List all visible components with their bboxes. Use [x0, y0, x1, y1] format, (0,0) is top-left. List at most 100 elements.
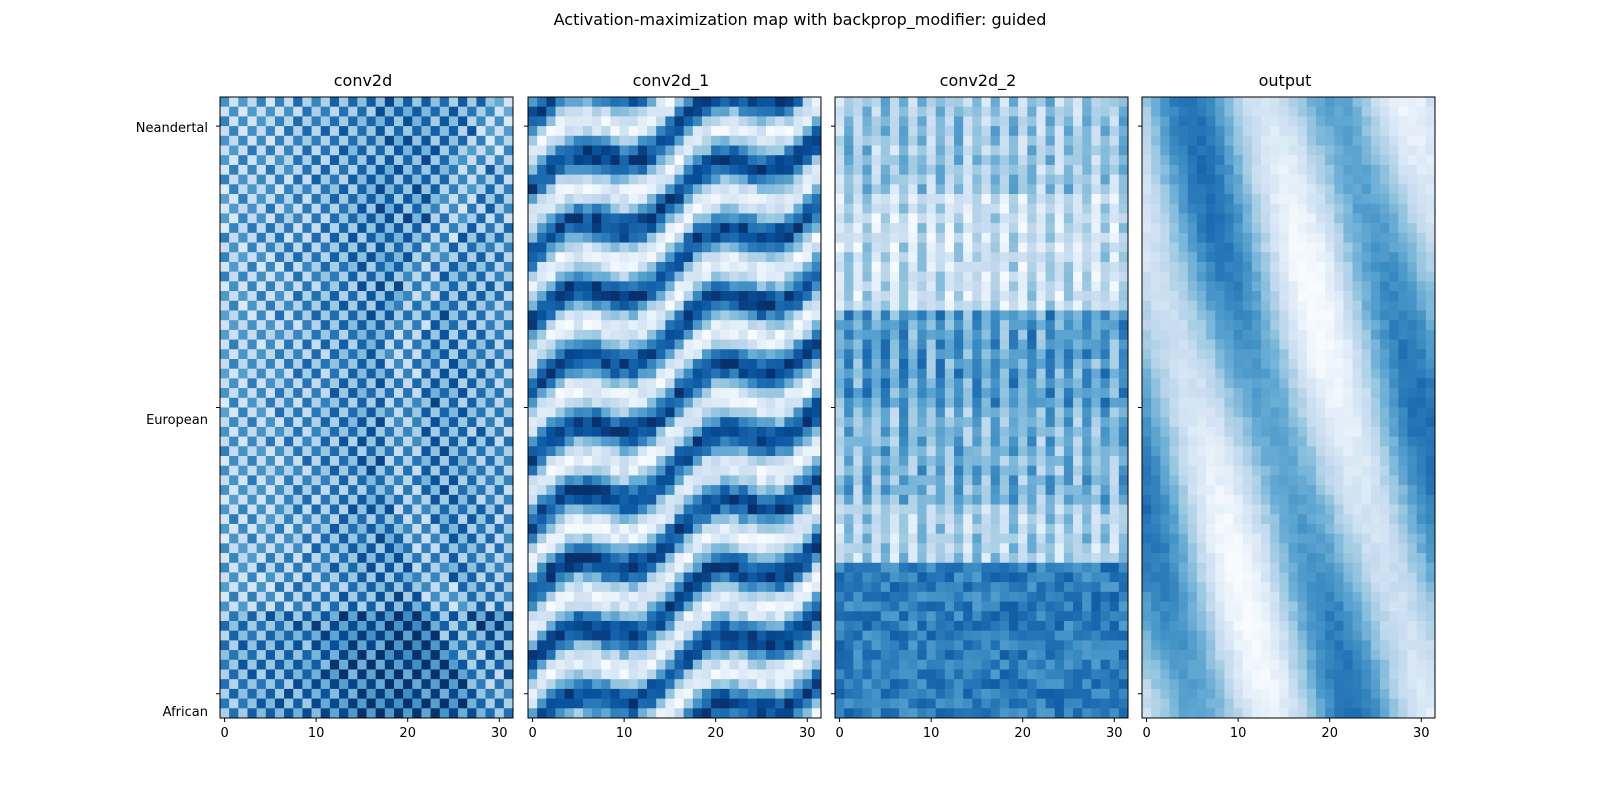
heatmap-cell [302, 291, 312, 302]
heatmap-cell [656, 494, 666, 505]
heatmap-cell [747, 650, 758, 661]
heatmap-cell [311, 203, 322, 214]
heatmap-cell [458, 116, 468, 127]
heatmap-cell [880, 349, 891, 360]
heatmap-cell [528, 281, 538, 292]
heatmap-cell [747, 669, 758, 680]
heatmap-cell [1100, 155, 1111, 166]
heatmap-cell [999, 320, 1010, 331]
x-tick-label: 10 [308, 726, 325, 741]
heatmap-cell [935, 252, 946, 263]
heatmap-cell [756, 291, 767, 302]
heatmap-cell [610, 397, 620, 408]
heatmap-cell [592, 456, 602, 467]
heatmap-cell [421, 485, 431, 496]
heatmap-cell [220, 368, 230, 379]
heatmap-cell [880, 291, 891, 302]
heatmap-cell [647, 436, 657, 447]
heatmap-cell [503, 97, 514, 108]
heatmap-cell [793, 184, 804, 195]
heatmap-cell [220, 465, 230, 476]
heatmap-cell [329, 679, 340, 690]
heatmap-cell [811, 465, 822, 476]
heatmap-cell [637, 640, 648, 651]
heatmap-cell [889, 310, 900, 321]
heatmap-cell [265, 291, 276, 302]
heatmap-cell [503, 388, 514, 399]
heatmap-cell [692, 669, 703, 680]
heatmap-cell [494, 155, 505, 166]
heatmap-cell [944, 223, 955, 234]
heatmap-cell [403, 291, 413, 302]
heatmap-cell [573, 630, 584, 641]
heatmap-cell [274, 553, 285, 564]
heatmap-cell [766, 669, 776, 680]
heatmap-cell [592, 485, 602, 496]
heatmap-cell [775, 329, 785, 340]
heatmap-cell [384, 155, 395, 166]
heatmap-cell [439, 475, 450, 486]
heatmap-cell [357, 485, 367, 496]
heatmap-cell [302, 494, 312, 505]
heatmap-cell [610, 446, 620, 457]
heatmap-cell [592, 533, 602, 544]
heatmap-cell [403, 465, 413, 476]
heatmap-cell [220, 417, 230, 428]
heatmap-cell [555, 485, 566, 496]
heatmap-cell [546, 543, 556, 554]
heatmap-cell [528, 553, 538, 564]
heatmap-cell [357, 155, 367, 166]
heatmap-cell [573, 543, 584, 554]
heatmap-cell [564, 242, 575, 253]
heatmap-cell [476, 213, 486, 224]
heatmap-cell [582, 485, 593, 496]
heatmap-cell [555, 164, 566, 176]
heatmap-cell [412, 446, 422, 457]
heatmap-cell [293, 688, 303, 699]
heatmap-cell [384, 494, 395, 505]
heatmap-cell [329, 320, 340, 331]
heatmap-cell [311, 514, 322, 525]
heatmap-cell [738, 388, 749, 399]
heatmap-cell [421, 271, 431, 282]
heatmap-cell [238, 475, 248, 486]
heatmap-cell [738, 252, 749, 263]
heatmap-cell [683, 514, 694, 525]
heatmap-cell [293, 465, 303, 476]
heatmap-cell [784, 164, 794, 176]
heatmap-cell [775, 310, 785, 321]
heatmap-cell [601, 601, 611, 612]
heatmap-cell [692, 533, 703, 544]
heatmap-cell [647, 650, 657, 661]
heatmap-cell [775, 291, 785, 302]
heatmap-cell [1054, 97, 1065, 108]
heatmap-cell [784, 300, 794, 311]
heatmap-cell [1054, 155, 1065, 166]
heatmap-cell [485, 553, 496, 564]
heatmap-cell [738, 669, 749, 680]
heatmap-cell [537, 194, 547, 205]
heatmap-cell [573, 475, 584, 486]
heatmap-cell [366, 126, 377, 137]
heatmap-cell [701, 417, 712, 428]
heatmap-cell [935, 281, 946, 292]
heatmap-cell [329, 611, 340, 622]
heatmap-cell [601, 223, 611, 234]
heatmap-cell [247, 97, 258, 108]
heatmap-cell [729, 291, 739, 302]
heatmap-cell [485, 232, 496, 243]
heatmap-cell [944, 155, 955, 166]
heatmap-cell [619, 135, 630, 146]
heatmap-cell [592, 213, 602, 224]
heatmap-cell [756, 213, 767, 224]
heatmap-cell [999, 252, 1010, 263]
heatmap-cell [793, 553, 804, 564]
heatmap-cell [747, 320, 758, 331]
heatmap-cell [582, 213, 593, 224]
heatmap-cell [1054, 291, 1065, 302]
heatmap-cell [311, 426, 322, 438]
heatmap-cell [284, 504, 294, 515]
heatmap-cell [439, 397, 450, 408]
heatmap-cell [256, 456, 267, 467]
heatmap-cell [238, 320, 248, 331]
